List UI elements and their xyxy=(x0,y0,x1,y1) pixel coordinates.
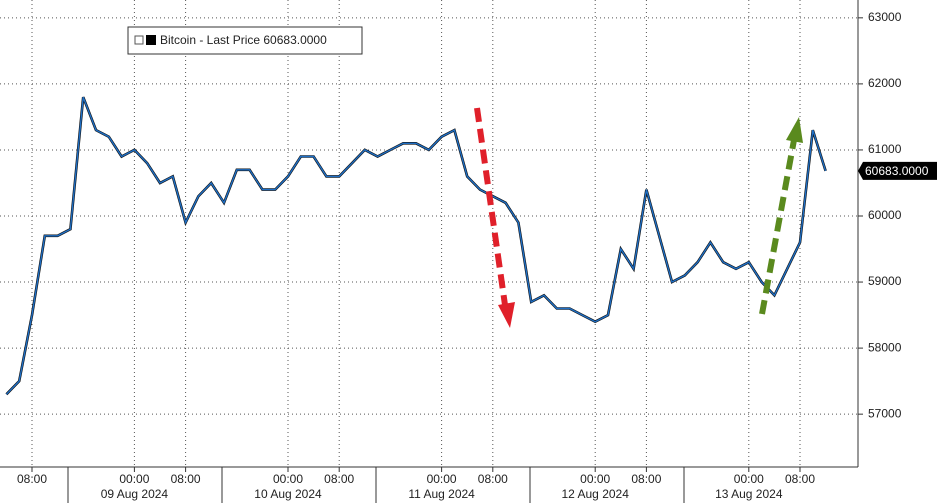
x-tick-label: 00:00 xyxy=(427,472,457,486)
y-tick-label: 59000 xyxy=(868,274,902,288)
x-tick-label: 00:00 xyxy=(273,472,303,486)
x-tick-label: 00:00 xyxy=(580,472,610,486)
x-tick-label: 00:00 xyxy=(734,472,764,486)
legend-label: Bitcoin - Last Price 60683.0000 xyxy=(160,33,327,47)
y-tick-label: 57000 xyxy=(868,406,902,420)
legend-box xyxy=(127,26,363,55)
x-date-label: 11 Aug 2024 xyxy=(408,487,475,501)
last-price-label: 60683.0000 xyxy=(865,164,929,178)
x-tick-label: 08:00 xyxy=(478,472,508,486)
x-tick-label: 08:00 xyxy=(17,472,47,486)
legend-toggle[interactable] xyxy=(134,35,144,45)
down-arrow xyxy=(474,107,515,328)
y-tick-label: 62000 xyxy=(868,76,902,90)
price-line xyxy=(5,96,827,395)
x-tick-label: 00:00 xyxy=(119,472,149,486)
x-tick-label: 08:00 xyxy=(324,472,354,486)
y-tick-label: 61000 xyxy=(868,142,902,156)
last-price-tag xyxy=(858,161,937,180)
legend-swatch xyxy=(146,35,156,45)
x-date-label: 13 Aug 2024 xyxy=(715,487,783,501)
x-date-label: 10 Aug 2024 xyxy=(254,487,322,501)
x-tick-label: 08:00 xyxy=(631,472,661,486)
x-date-label: 12 Aug 2024 xyxy=(561,487,629,501)
date-separators xyxy=(67,467,685,503)
x-tick-label: 08:00 xyxy=(171,472,201,486)
up-arrow xyxy=(759,117,803,315)
y-tick-label: 63000 xyxy=(868,10,902,24)
y-tick-label: 60000 xyxy=(868,208,902,222)
plot xyxy=(5,96,827,396)
x-tick-label: 08:00 xyxy=(785,472,815,486)
legend: Bitcoin - Last Price 60683.0000 xyxy=(127,26,363,55)
y-tick-label: 58000 xyxy=(868,340,902,354)
x-date-label: 09 Aug 2024 xyxy=(101,487,169,501)
